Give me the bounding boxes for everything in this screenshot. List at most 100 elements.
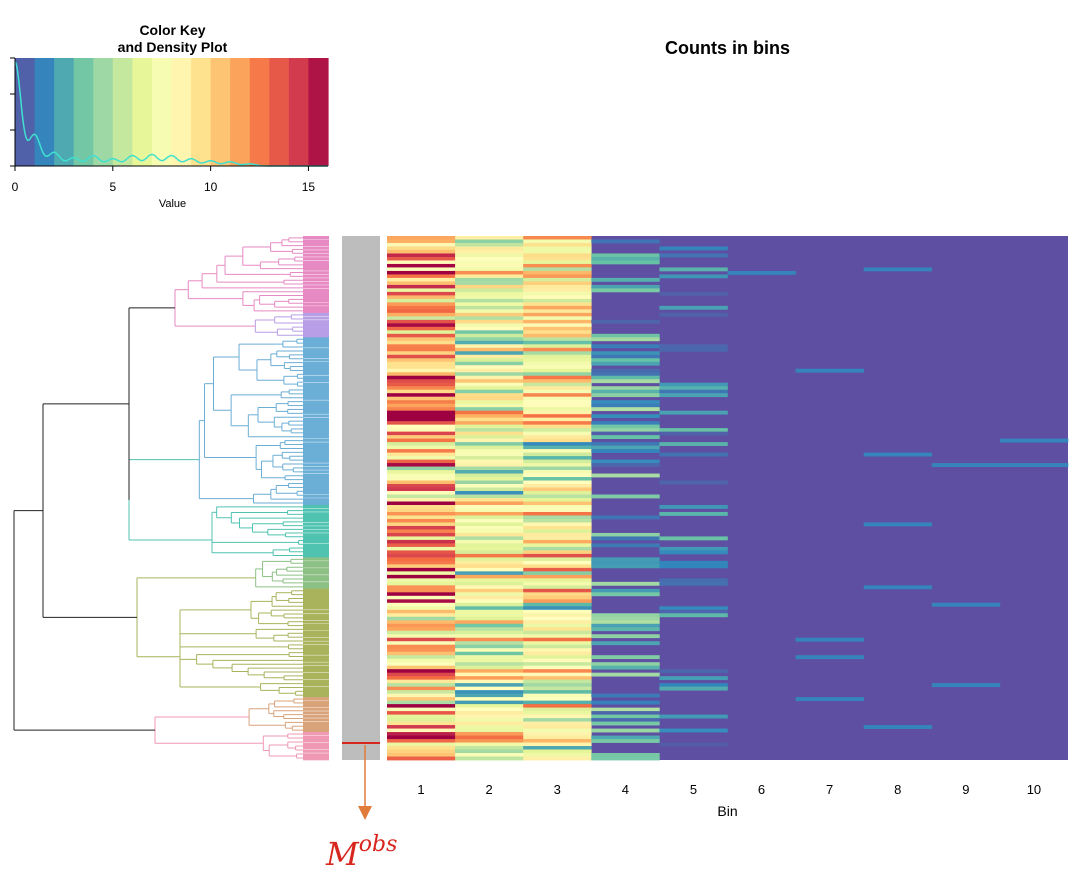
heatmap-cell [387, 309, 456, 314]
heatmap-cell [591, 260, 660, 265]
heatmap-cell [523, 410, 592, 415]
heatmap-cell [455, 718, 524, 722]
heatmap-cell [455, 288, 524, 293]
heatmap-cell [523, 417, 592, 422]
heatmap-cell [659, 305, 728, 310]
heatmap-cell [523, 620, 592, 625]
x-tick-label: 8 [894, 782, 902, 797]
heatmap-cell [523, 630, 592, 635]
heatmap-cell [455, 585, 524, 590]
heatmap-cell [659, 410, 728, 415]
heatmap-cell [591, 588, 660, 593]
heatmap-cell [523, 742, 592, 747]
heatmap-cell [659, 606, 728, 611]
heatmap-cell [591, 662, 660, 667]
heatmap-cell [523, 539, 592, 544]
heatmap-cell [455, 546, 524, 551]
heatmap-cell [523, 302, 592, 307]
heatmap-cell [387, 267, 456, 272]
heatmap-cell [591, 414, 660, 419]
heatmap-cell [591, 354, 660, 359]
heatmap-cell [523, 501, 592, 506]
heatmap-cell [455, 658, 524, 663]
heatmap-cell [455, 365, 524, 370]
heatmap-cell [523, 291, 592, 296]
heatmap-cell [523, 459, 592, 464]
heatmap-cell [455, 662, 524, 667]
heatmap-cell [455, 267, 524, 272]
heatmap-cell [591, 351, 660, 356]
heatmap-cell [387, 711, 456, 715]
heatmap-cell [455, 574, 524, 579]
heatmap-cell [455, 679, 524, 684]
heatmap-cell [387, 557, 456, 562]
heatmap-cell [523, 277, 592, 282]
heatmap-cell [591, 718, 660, 722]
heatmap-cell [523, 560, 592, 565]
heatmap-cell [523, 735, 592, 740]
heatmap-cell [523, 651, 592, 656]
heatmap-cell [523, 690, 592, 695]
heatmap-cell [455, 676, 524, 681]
heatmap-cell [591, 403, 660, 408]
heatmap-cell [523, 466, 592, 471]
heatmap-cell [387, 442, 456, 446]
heatmap-cell [591, 277, 660, 282]
heatmap-cell [523, 435, 592, 440]
heatmap-cell [387, 665, 456, 670]
heatmap-cell [523, 634, 592, 639]
heatmap-cell [455, 725, 524, 729]
heatmap-cell [387, 560, 456, 565]
heatmap-cell [387, 735, 456, 740]
row-cluster-bar [303, 312, 329, 338]
heatmap-cell [455, 746, 524, 750]
heatmap-cell [523, 270, 592, 275]
heatmap-cell [523, 421, 592, 426]
heatmap-cell [455, 623, 524, 628]
heatmap-cell [659, 428, 728, 433]
heatmap-cell [523, 267, 592, 272]
heatmap-cell [387, 616, 456, 621]
x-tick-label: 3 [553, 782, 561, 797]
heatmap-cell [387, 312, 456, 317]
heatmap-cell [387, 428, 456, 433]
heatmap-cell [455, 491, 524, 495]
heatmap-cell [523, 704, 592, 708]
heatmap-cell [523, 592, 592, 597]
heatmap-cell [523, 407, 592, 412]
heatmap-cell [387, 295, 456, 300]
heatmap-cell [455, 309, 524, 314]
heatmap-cell [523, 347, 592, 352]
heatmap-cell [455, 588, 524, 593]
heatmap-cell [523, 393, 592, 398]
heatmap-cell [523, 672, 592, 677]
heatmap-cell [455, 456, 524, 460]
heatmap-cell [387, 284, 456, 289]
heatmap-cell [455, 435, 524, 440]
heatmap-cell [591, 358, 660, 363]
heatmap-cell [659, 564, 728, 569]
heatmap-cell [387, 749, 456, 754]
heatmap-cell [387, 620, 456, 625]
heatmap-cell [523, 679, 592, 684]
heatmap-cell [727, 270, 796, 275]
heatmap-cell [591, 379, 660, 384]
heatmap-cell [523, 739, 592, 743]
heatmap-cell [659, 386, 728, 391]
heatmap-cell [455, 298, 524, 303]
heatmap-cell [523, 525, 592, 530]
heatmap-cell [659, 669, 728, 674]
heatmap-cell [523, 494, 592, 499]
heatmap-cell [795, 637, 864, 642]
heatmap-cell [387, 718, 456, 722]
heatmap-cell [387, 382, 456, 387]
heatmap-cell [455, 644, 524, 649]
heatmap-cell [591, 707, 660, 712]
heatmap-cell [387, 316, 456, 321]
heatmap-cell [863, 452, 933, 457]
heatmap-cell [455, 480, 524, 485]
heatmap-cell [455, 655, 524, 660]
color-key-band [73, 58, 94, 166]
heatmap-cell [387, 672, 456, 677]
